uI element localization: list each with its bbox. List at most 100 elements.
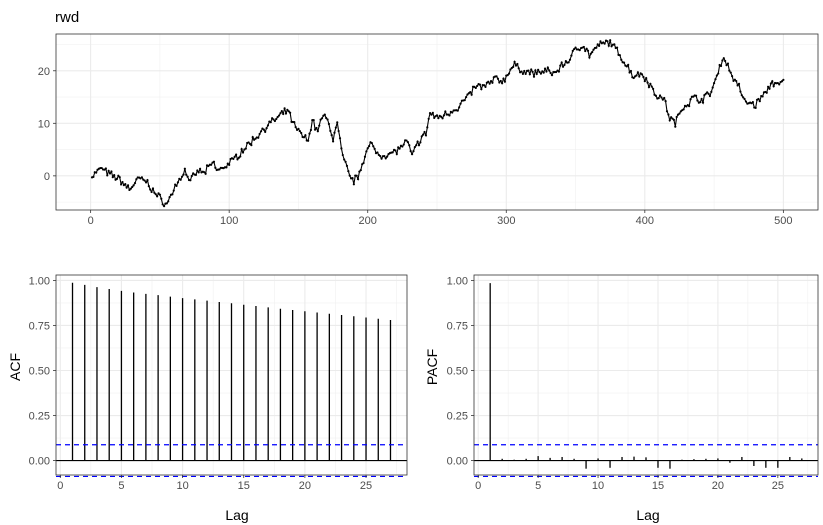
series-point (700, 97, 703, 101)
series-point (395, 152, 398, 156)
series-point (286, 108, 289, 111)
series-point (376, 151, 379, 154)
series-point (474, 86, 477, 90)
series-point (348, 174, 351, 177)
series-point (546, 66, 549, 69)
x-tick-label: 10 (592, 480, 604, 492)
series-point (110, 170, 113, 173)
series-point (309, 128, 313, 132)
series-point (344, 160, 347, 163)
series-point (207, 164, 210, 168)
ts-axes: 0 100 200 300 400 500 0 10 20 (38, 33, 819, 227)
series-point (106, 174, 109, 177)
series-point (351, 177, 354, 180)
series-point (573, 47, 576, 51)
series-point (543, 67, 547, 70)
series-point (664, 100, 667, 103)
series-point (567, 61, 570, 64)
series-point (729, 71, 732, 74)
series-point (550, 74, 554, 77)
series-point (356, 177, 360, 181)
series-point (509, 68, 512, 71)
series-point (251, 136, 254, 139)
series-point (754, 106, 757, 109)
series-point (129, 187, 132, 190)
series-point (557, 70, 561, 73)
series-point (706, 91, 709, 94)
series-point (743, 97, 746, 101)
series-point (733, 78, 736, 81)
y-tick-label: 1.00 (447, 275, 468, 287)
series-point (182, 173, 185, 176)
series-point (768, 87, 771, 90)
x-tick-label: 300 (497, 215, 515, 227)
series-point (491, 81, 494, 84)
series-point (313, 128, 317, 131)
series-point (517, 67, 520, 70)
series-point (108, 172, 112, 175)
series-point (362, 161, 365, 165)
series-point (406, 141, 410, 144)
acf-axes: 0 5 10 15 20 25 0.00 0.25 0.50 0.75 1.00 (29, 274, 408, 492)
series-point (297, 127, 300, 130)
series-point (280, 110, 283, 113)
series-point (132, 184, 135, 187)
series-point (721, 59, 724, 62)
series-point (218, 168, 221, 171)
series-point (574, 46, 577, 49)
series-point (585, 47, 588, 50)
series-point (318, 124, 321, 127)
series-point (670, 116, 673, 119)
series-point (588, 56, 591, 59)
series-point (300, 131, 303, 135)
series-point (591, 51, 594, 54)
series-point (186, 175, 189, 178)
series-point (703, 94, 706, 97)
series-point (135, 178, 138, 181)
series-point (140, 176, 143, 179)
series-point (264, 130, 267, 133)
y-tick-label: 0.00 (447, 456, 468, 468)
panel-border (55, 33, 819, 211)
series-point (570, 54, 573, 57)
series-point (424, 134, 428, 137)
series-point (667, 113, 670, 116)
series-point (174, 183, 177, 186)
series-point (613, 43, 616, 46)
series-point (704, 92, 707, 95)
series-point (715, 74, 718, 77)
series-point (654, 94, 658, 97)
series-point (160, 197, 163, 200)
series-point (541, 70, 544, 73)
pacf-bars (474, 283, 818, 478)
series-point (561, 65, 565, 68)
y-tick-label: 0.25 (447, 411, 468, 423)
series-point (236, 158, 239, 161)
series-point (688, 105, 691, 108)
series-point (731, 74, 734, 78)
x-tick-label: 5 (118, 480, 124, 492)
series-point (283, 107, 286, 110)
series-point (735, 79, 738, 83)
series-point (233, 155, 236, 158)
series-point (736, 84, 739, 87)
series-point (501, 82, 504, 85)
pacf-panel-background (474, 275, 818, 475)
series-point (338, 137, 342, 140)
series-point (398, 147, 401, 150)
series-point (121, 180, 124, 184)
x-tick-label: 400 (636, 215, 654, 227)
series-point (628, 71, 631, 74)
series-point (740, 94, 743, 97)
series-point (458, 106, 461, 109)
series-point (464, 95, 468, 99)
series-point (758, 100, 761, 103)
series-point (327, 122, 331, 126)
series-point (782, 78, 785, 81)
x-tick-label: 25 (360, 480, 372, 492)
series-point (244, 147, 247, 150)
series-point (156, 195, 159, 198)
series-point (531, 70, 534, 73)
series-point (247, 141, 250, 144)
series-point (431, 111, 434, 114)
